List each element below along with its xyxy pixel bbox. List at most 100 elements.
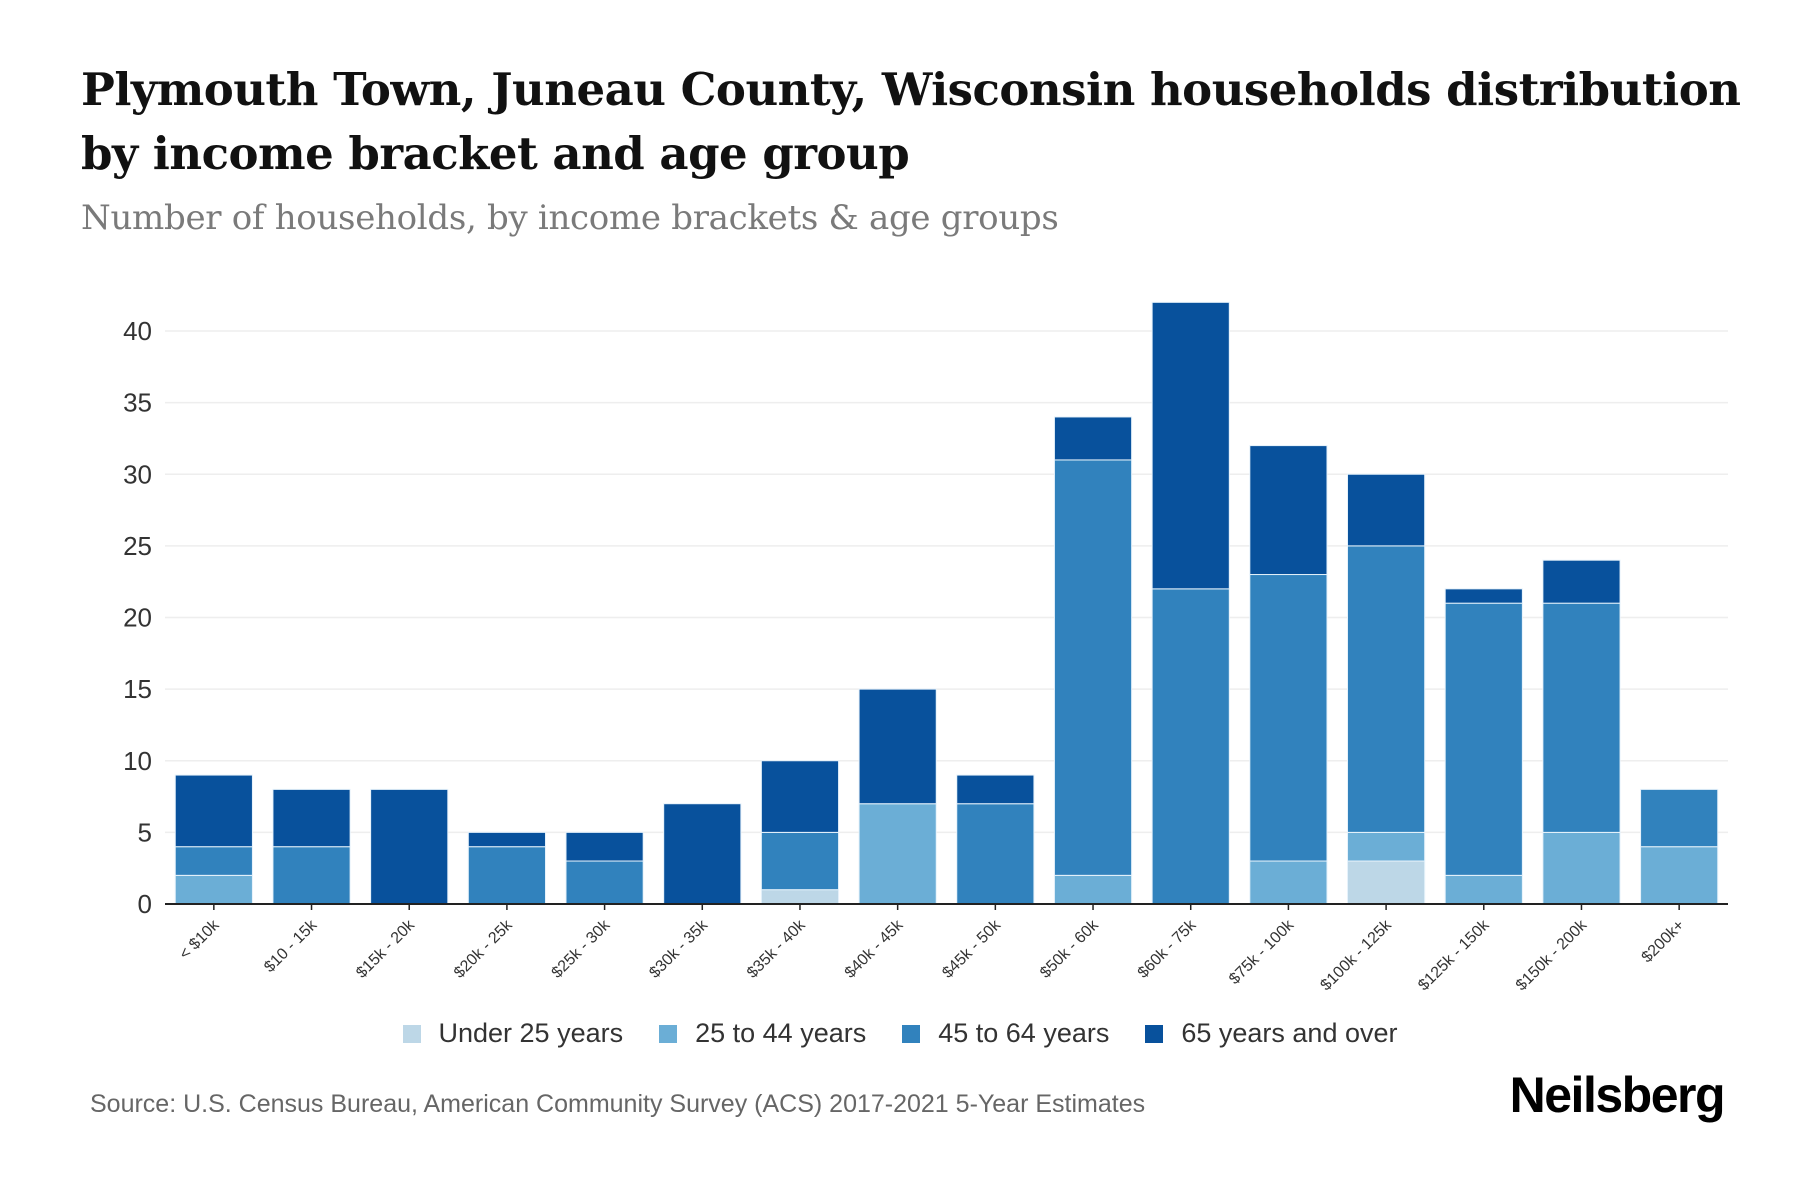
bar-segment xyxy=(1347,473,1426,547)
bar-stack xyxy=(1151,301,1230,905)
bar-stack xyxy=(1444,588,1523,905)
x-tick-label: $200k+ xyxy=(1639,917,1688,966)
x-tick-label: $30k - 35k xyxy=(646,916,712,982)
x-tick-label: $15k - 20k xyxy=(353,916,419,982)
bar-segment xyxy=(858,803,937,905)
x-tick-label: $35k - 40k xyxy=(744,916,810,982)
bar-segment xyxy=(1542,559,1621,604)
bar-segment xyxy=(956,774,1035,805)
bar-segment xyxy=(1249,574,1328,862)
bar-stack xyxy=(467,831,546,905)
bar-segment xyxy=(565,831,644,862)
bar-stack xyxy=(1053,416,1133,905)
bar-segment xyxy=(1249,445,1328,576)
bar-stack xyxy=(1249,445,1328,905)
x-tick-label: $75k - 100k xyxy=(1226,916,1298,988)
bar-segment xyxy=(272,788,351,848)
bar-stack xyxy=(858,688,937,905)
source-note: Source: U.S. Census Bureau, American Com… xyxy=(90,1090,1146,1118)
bar-segment xyxy=(1053,416,1133,461)
y-axis-ticks: 0 5 10 15 20 25 30 35 40 xyxy=(123,316,152,919)
bar-segment xyxy=(760,889,840,905)
bar-segment xyxy=(174,874,253,905)
bar-segment xyxy=(1444,874,1523,905)
bar-stack xyxy=(272,788,351,905)
bar-segment xyxy=(1347,831,1426,862)
bar-stack xyxy=(760,760,840,905)
x-tick-label: $60k - 75k xyxy=(1135,916,1201,982)
bar-segment xyxy=(1053,874,1133,905)
bar-segment xyxy=(174,774,253,848)
bar-segment xyxy=(1151,301,1230,590)
legend-swatch xyxy=(402,1024,421,1043)
chart-title: Plymouth Town, Juneau County, Wisconsin … xyxy=(81,63,1741,180)
bar-stack xyxy=(1640,788,1719,905)
bar-stack xyxy=(663,803,742,905)
bar-segment xyxy=(1151,588,1230,905)
legend-label: 45 to 64 years xyxy=(938,1018,1110,1048)
bar-stack xyxy=(1542,559,1621,905)
y-tick-label: 30 xyxy=(123,459,152,489)
bar-segment xyxy=(1640,788,1719,848)
bar-stack xyxy=(565,831,644,905)
legend-label: 25 to 44 years xyxy=(695,1018,867,1048)
legend-item-65-over: 65 years and over xyxy=(1145,1018,1398,1049)
y-tick-label: 25 xyxy=(123,531,152,561)
x-tick-label: < $10k xyxy=(176,916,223,963)
legend-label: 65 years and over xyxy=(1181,1018,1398,1048)
brand-logo: Neilsberg xyxy=(1509,1067,1726,1123)
bar-segment xyxy=(1640,846,1719,905)
legend-label: Under 25 years xyxy=(438,1018,624,1048)
bar-segment xyxy=(760,760,840,833)
bar-segment xyxy=(956,803,1035,905)
bar-segment xyxy=(1444,588,1523,604)
stacked-bar-chart: 0 5 10 15 20 25 30 35 40 < $10k $10 - 15k $15k - 2… xyxy=(123,301,1728,994)
bar-segment xyxy=(467,846,546,905)
bar-segment xyxy=(1053,459,1133,876)
x-tick-label: $125k - 150k xyxy=(1415,916,1493,994)
bar-stack xyxy=(956,774,1035,905)
bar-segment xyxy=(1542,602,1621,833)
x-tick-label: $25k - 30k xyxy=(549,916,615,982)
bar-segment xyxy=(565,860,644,905)
bar-segment xyxy=(370,788,449,905)
x-tick-label: $150k - 200k xyxy=(1513,916,1591,994)
bar-stack xyxy=(370,788,449,905)
bar-segment xyxy=(174,846,253,876)
y-tick-label: 5 xyxy=(138,817,152,847)
y-tick-label: 15 xyxy=(123,674,152,704)
bar-segment xyxy=(663,803,742,905)
x-tick-label: $20k - 25k xyxy=(451,916,517,982)
x-tick-label: $40k - 45k xyxy=(842,916,908,982)
bar-stack xyxy=(174,774,253,905)
x-tick-label: $10 - 15k xyxy=(261,916,321,976)
y-tick-label: 20 xyxy=(123,603,152,633)
legend-swatch xyxy=(659,1024,678,1043)
y-tick-label: 10 xyxy=(123,746,152,776)
x-tick-label: $45k - 50k xyxy=(939,916,1005,982)
bar-segment xyxy=(858,688,937,805)
legend-swatch xyxy=(902,1024,921,1043)
bar-segment xyxy=(1347,545,1426,833)
legend: Under 25 years 25 to 44 years 45 to 64 y… xyxy=(0,1018,1800,1049)
y-tick-label: 0 xyxy=(138,889,152,919)
bar-segment xyxy=(467,831,546,848)
bar-segment xyxy=(1444,602,1523,876)
bar-segment xyxy=(1542,831,1621,905)
bar-segment xyxy=(1249,860,1328,905)
y-tick-label: 40 xyxy=(123,316,152,346)
chart-subtitle: Number of households, by income brackets… xyxy=(81,198,1059,238)
bar-segment xyxy=(760,831,840,891)
x-tick-label: $50k - 60k xyxy=(1037,916,1103,982)
y-tick-label: 35 xyxy=(123,388,152,418)
x-tick-label: $100k - 125k xyxy=(1317,916,1395,994)
bar-stack xyxy=(1347,473,1426,905)
bar-segment xyxy=(272,846,351,905)
legend-item-25-44: 25 to 44 years xyxy=(659,1018,866,1049)
legend-item-45-64: 45 to 64 years xyxy=(902,1018,1109,1049)
legend-item-under-25: Under 25 years xyxy=(402,1018,624,1049)
bar-segment xyxy=(1347,860,1426,905)
bars xyxy=(174,301,1719,905)
legend-swatch xyxy=(1145,1024,1164,1043)
x-axis-ticks: < $10k $10 - 15k $15k - 20k $20k - 25k $25k … xyxy=(176,904,1688,994)
